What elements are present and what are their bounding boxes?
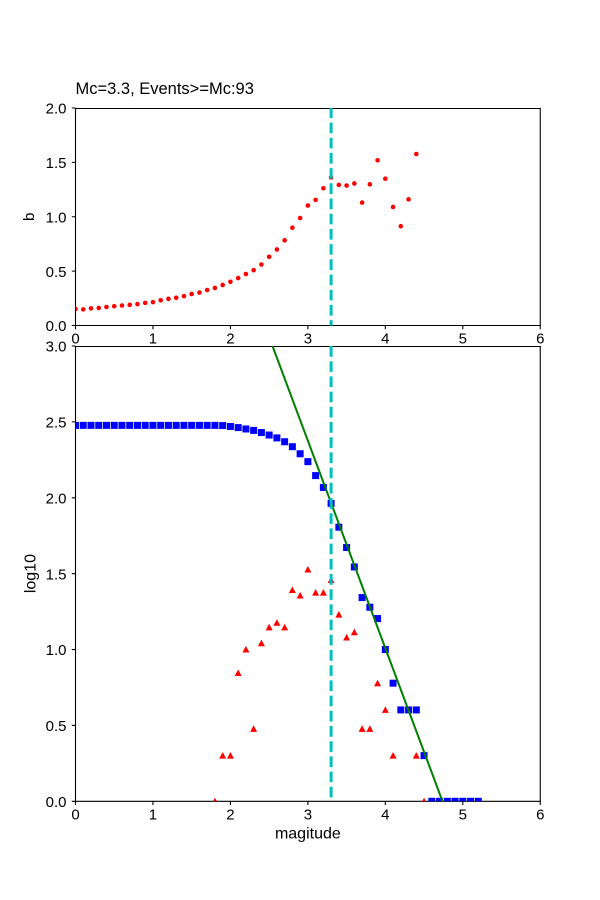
svg-text:0.5: 0.5 [46,718,67,735]
svg-text:2: 2 [226,331,234,348]
svg-text:2: 2 [226,807,234,824]
svg-text:2.5: 2.5 [46,415,67,432]
svg-text:Mc=3.3, Events>=Mc:93: Mc=3.3, Events>=Mc:93 [76,80,254,98]
svg-text:2.0: 2.0 [46,490,67,507]
svg-text:2.0: 2.0 [46,101,67,118]
svg-text:0.5: 0.5 [46,264,67,281]
svg-text:b: b [21,213,38,221]
svg-text:1: 1 [149,331,157,348]
svg-text:3.0: 3.0 [46,339,67,356]
svg-text:3: 3 [304,331,312,348]
svg-text:5: 5 [459,807,467,824]
svg-text:0.0: 0.0 [46,318,67,335]
svg-text:4: 4 [381,807,389,824]
svg-text:6: 6 [536,331,544,348]
svg-text:magitude: magitude [275,825,341,842]
svg-text:4: 4 [381,331,389,348]
svg-text:5: 5 [459,331,467,348]
svg-text:0: 0 [71,331,79,348]
svg-text:log10: log10 [23,554,40,593]
svg-text:0.0: 0.0 [46,794,67,811]
svg-text:1: 1 [149,807,157,824]
svg-text:6: 6 [536,807,544,824]
svg-text:1.0: 1.0 [46,209,67,226]
svg-text:1.5: 1.5 [46,155,67,172]
svg-text:1.0: 1.0 [46,642,67,659]
svg-text:1.5: 1.5 [46,566,67,583]
svg-text:3: 3 [304,807,312,824]
svg-text:0: 0 [71,807,79,824]
